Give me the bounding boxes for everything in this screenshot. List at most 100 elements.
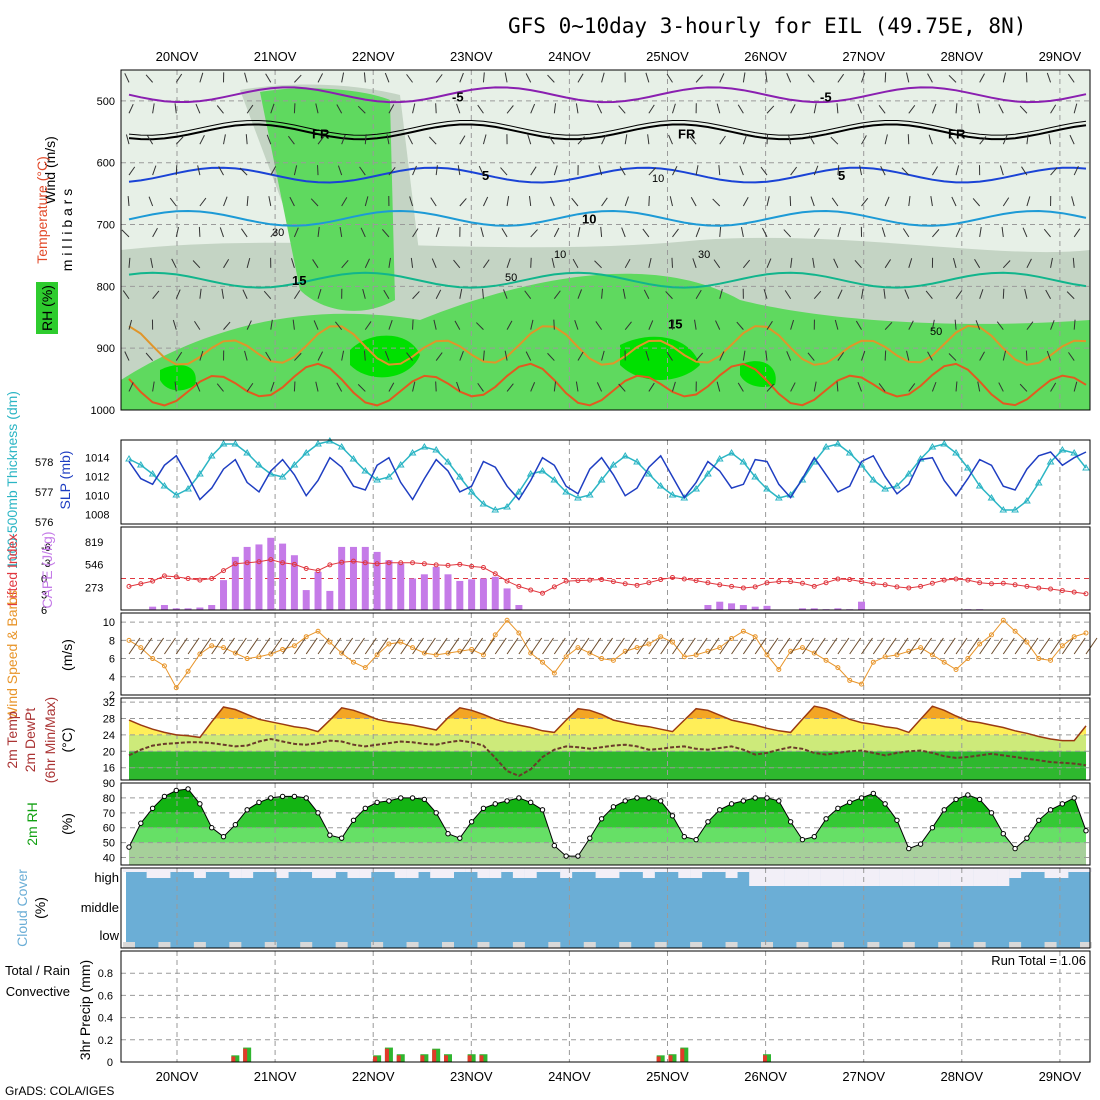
wind-barb (601, 197, 608, 207)
thickness-point (538, 467, 547, 474)
rh-point (398, 795, 404, 801)
wind-barb (695, 227, 701, 238)
wind-barb (447, 637, 460, 655)
rh-axis-label: 2m RH (24, 802, 40, 846)
wind-speed-point (953, 666, 959, 672)
thickness-point (385, 473, 393, 480)
wind-barb (952, 258, 957, 268)
li-point (776, 579, 782, 585)
cape-bar (397, 563, 405, 610)
wind-speed-point (410, 645, 416, 651)
wind-barb (790, 104, 796, 114)
wind-barb (1068, 73, 1075, 83)
wind-tick: 6 (109, 654, 115, 666)
rh-point (492, 801, 498, 807)
li-point (610, 579, 616, 585)
rh-shading (620, 336, 700, 380)
thickness-point (597, 476, 606, 483)
wind-barb (219, 227, 224, 238)
wind-barb (530, 103, 536, 114)
wind-barb (861, 288, 864, 299)
thickness-point (774, 494, 783, 501)
clear-sky-cell (418, 868, 431, 872)
wind-barb (1002, 197, 1010, 207)
wind-barb (530, 257, 532, 268)
cape-bar (220, 580, 228, 610)
wind-speed-point (291, 643, 297, 649)
wind-speed-point (327, 639, 333, 645)
wind-barb (175, 637, 188, 655)
rh-point (138, 820, 144, 826)
wind-barb (292, 319, 295, 330)
wind-barb (530, 229, 538, 238)
wind-barb (456, 103, 461, 114)
wind-barb (967, 637, 980, 655)
low-cloud-cell (867, 942, 880, 948)
cape-bar (326, 590, 334, 610)
wind-barb (908, 383, 916, 392)
li-point (221, 568, 227, 574)
wind-barb (459, 637, 472, 655)
clear-sky-cell (855, 868, 868, 886)
li-point (1012, 582, 1018, 588)
wind-barb (974, 258, 981, 269)
li-tick: -6 (41, 542, 51, 554)
credit-label: GrADS: COLA/IGES (5, 1084, 114, 1098)
clear-sky-cell (182, 868, 195, 872)
wind-barb (400, 637, 413, 655)
wind-barb (1002, 260, 1011, 269)
wind-barb (766, 637, 779, 655)
wind-barb (1071, 196, 1075, 207)
wind-speed-point (1036, 656, 1042, 662)
wind-barb (336, 104, 343, 114)
wind-barb (930, 196, 933, 207)
rh-point (185, 786, 191, 792)
rh-point (823, 816, 829, 822)
li-point (977, 580, 983, 586)
top-date-label: 20NOV (156, 49, 199, 64)
thickness-point (798, 476, 807, 483)
thickness-point (904, 470, 913, 477)
thickness-point (491, 506, 500, 513)
wind-barb (833, 258, 839, 269)
wind-speed-point (575, 645, 581, 651)
wind-barb (719, 135, 726, 145)
wind-barb (223, 196, 228, 207)
rh-point (149, 805, 156, 812)
thickness-point (763, 485, 771, 492)
rh-point (1024, 835, 1030, 841)
wind-speed-point (776, 666, 782, 672)
cape-bar (751, 606, 759, 610)
wind10m-panel: 10 8 6 4 2 Wind Speed & Barbs (m/s) (4, 590, 1098, 720)
wind-barb (294, 74, 302, 83)
li-point (906, 585, 912, 591)
clear-sky-cell (170, 868, 183, 872)
wind-barb (622, 288, 626, 299)
li-point (740, 585, 746, 591)
wind-barb (339, 226, 343, 237)
wind-barb (596, 382, 603, 392)
wind-barb (223, 258, 230, 269)
wind-barb (1050, 637, 1062, 655)
cape-bar (267, 537, 275, 610)
top-date-label: 24NOV (548, 49, 591, 64)
pressure-tick: 900 (97, 343, 115, 355)
wind-barb (766, 134, 769, 145)
wind-barb (1043, 228, 1051, 238)
slp-tick: 1008 (85, 510, 109, 522)
rh-point (988, 810, 995, 816)
wind-speed-point (138, 645, 144, 651)
cape-bar (704, 605, 712, 610)
wind-barb (407, 135, 414, 145)
wind-barb (955, 381, 958, 392)
rh-point (1000, 830, 1006, 837)
li-point (788, 579, 794, 585)
wind-barb (128, 382, 134, 392)
wind-barb (1026, 637, 1039, 655)
wind-barb (878, 383, 886, 392)
li-point (150, 578, 156, 584)
wind-barb (642, 228, 650, 238)
wind-barb (412, 637, 424, 655)
rh-point (173, 787, 179, 794)
clear-sky-cell (1068, 868, 1081, 872)
